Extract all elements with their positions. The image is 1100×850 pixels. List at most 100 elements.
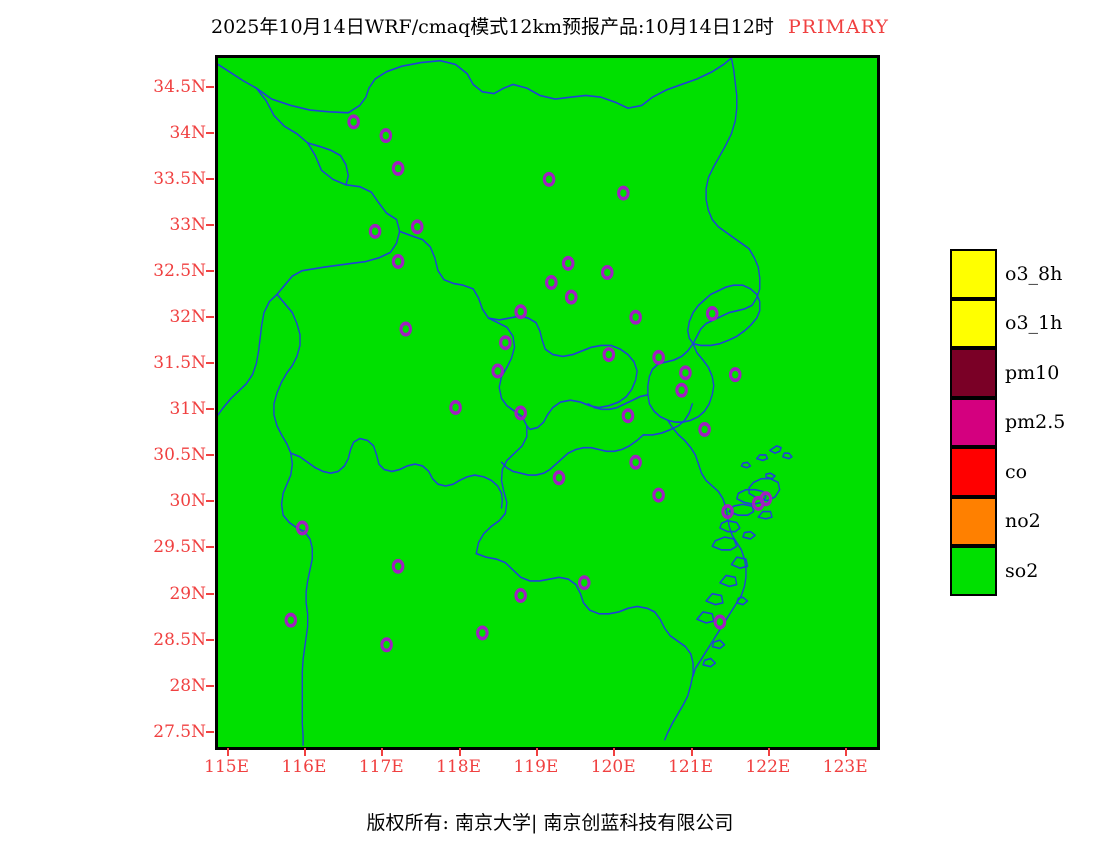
title-primary-badge: PRIMARY — [787, 16, 889, 38]
x-axis-label: 115E — [204, 757, 250, 777]
y-axis-tick — [206, 270, 214, 273]
station-marker — [514, 304, 527, 320]
y-axis-tick — [206, 408, 214, 411]
station-marker — [629, 454, 642, 470]
legend-label-o3-8h: o3_8h — [1005, 262, 1063, 285]
station-marker — [284, 612, 298, 628]
y-axis-tick — [206, 592, 214, 595]
legend-item-co[interactable]: co — [950, 447, 1090, 497]
station-marker — [296, 520, 309, 536]
x-axis-tick — [613, 748, 616, 756]
y-axis-tick — [206, 132, 214, 135]
y-axis-tick — [206, 86, 214, 89]
y-axis-label: 32.5N — [153, 261, 206, 282]
footer-copyright: 版权所有: 南京大学| 南京创蓝科技有限公司 — [366, 812, 734, 834]
x-axis-label: 122E — [745, 757, 791, 777]
y-axis-label: 34N — [169, 123, 206, 144]
x-axis-label: 116E — [281, 757, 327, 777]
station-marker — [391, 254, 405, 269]
y-axis-label: 31N — [169, 399, 206, 420]
y-axis-label: 28N — [169, 675, 206, 696]
y-axis-label: 28.5N — [153, 629, 206, 650]
x-axis-label: 121E — [668, 757, 713, 777]
y-axis-tick — [206, 730, 214, 733]
y-axis-label: 33.5N — [153, 169, 206, 190]
station-marker — [561, 255, 575, 271]
station-marker — [514, 588, 527, 603]
station-marker — [476, 625, 489, 641]
station-marker — [713, 614, 727, 630]
legend-swatch-co — [950, 447, 997, 497]
station-marker — [545, 275, 558, 290]
y-axis-label: 32N — [169, 307, 206, 328]
legend-swatch-pm10 — [950, 348, 997, 398]
station-marker — [621, 408, 635, 424]
station-marker — [449, 400, 462, 416]
station-marker — [705, 306, 719, 322]
x-axis-tick — [303, 748, 306, 756]
x-axis-label: 117E — [358, 757, 404, 777]
legend-swatch-no2 — [950, 496, 997, 546]
x-axis-tick — [458, 748, 461, 756]
x-axis-tick — [767, 748, 770, 756]
station-marker — [564, 289, 578, 305]
map-plot-frame — [215, 55, 880, 750]
station-marker — [675, 382, 688, 398]
x-axis-label: 123E — [822, 757, 868, 777]
station-marker — [652, 487, 665, 503]
legend-item-no2[interactable]: no2 — [950, 496, 1090, 546]
y-axis-label: 29N — [169, 583, 206, 604]
y-axis-label: 27.5N — [153, 721, 206, 742]
legend-item-so2[interactable]: so2 — [950, 546, 1090, 596]
y-axis-tick — [206, 178, 214, 181]
station-marker — [698, 421, 711, 437]
x-axis-label: 119E — [513, 757, 559, 777]
legend-swatch-o3-1h — [950, 298, 997, 348]
y-axis-tick — [206, 684, 214, 687]
y-axis-tick — [206, 638, 214, 641]
legend-item-o3-1h[interactable]: o3_1h — [950, 298, 1090, 348]
x-axis-label: 118E — [436, 757, 481, 777]
x-axis-tick — [535, 748, 538, 756]
y-axis-tick — [206, 224, 214, 227]
y-axis-label: 33N — [169, 215, 206, 236]
station-marker — [347, 114, 360, 130]
legend-label-co: co — [1005, 460, 1028, 483]
y-axis-tick — [206, 454, 214, 457]
legend-swatch-so2 — [950, 546, 997, 596]
x-axis-tick — [690, 748, 693, 756]
station-marker — [499, 335, 512, 351]
legend-label-no2: no2 — [1005, 510, 1041, 533]
legend-swatch-o3-8h — [950, 249, 997, 299]
station-marker — [602, 347, 616, 363]
legend-item-pm10[interactable]: pm10 — [950, 348, 1090, 398]
legend-label-o3-1h: o3_1h — [1005, 312, 1063, 335]
legend-swatch-pm2-5 — [950, 397, 997, 447]
legend: o3_8h o3_1h pm10 pm2.5 co no2 so2 — [950, 249, 1090, 596]
station-marker — [600, 264, 614, 280]
map-canvas — [218, 58, 793, 746]
station-marker — [751, 495, 765, 511]
page-title: 2025年10月14日WRF/cmaq模式12km预报产品:10月14日12时 P… — [0, 12, 1100, 39]
station-marker — [514, 405, 527, 421]
legend-item-o3-8h[interactable]: o3_8h — [950, 249, 1090, 299]
station-marker — [391, 160, 405, 176]
y-axis-tick — [206, 500, 214, 503]
station-marker — [617, 185, 630, 201]
station-marker — [552, 470, 566, 486]
station-marker — [491, 363, 504, 379]
station-marker — [652, 349, 665, 365]
y-axis-label: 31.5N — [153, 353, 206, 374]
y-axis-label: 30.5N — [153, 445, 206, 466]
legend-label-so2: so2 — [1005, 559, 1039, 582]
legend-label-pm2-5: pm2.5 — [1005, 411, 1066, 434]
station-marker — [679, 365, 692, 381]
x-axis-label: 120E — [590, 757, 636, 777]
station-marker — [410, 219, 424, 235]
y-axis-tick — [206, 546, 214, 549]
station-markers — [284, 114, 773, 653]
station-marker — [380, 637, 393, 653]
station-marker — [368, 223, 382, 239]
x-axis: 115E 116E 117E 118E 119E 120E 121E 122E 123E — [204, 748, 880, 783]
legend-item-pm2-5[interactable]: pm2.5 — [950, 397, 1090, 447]
